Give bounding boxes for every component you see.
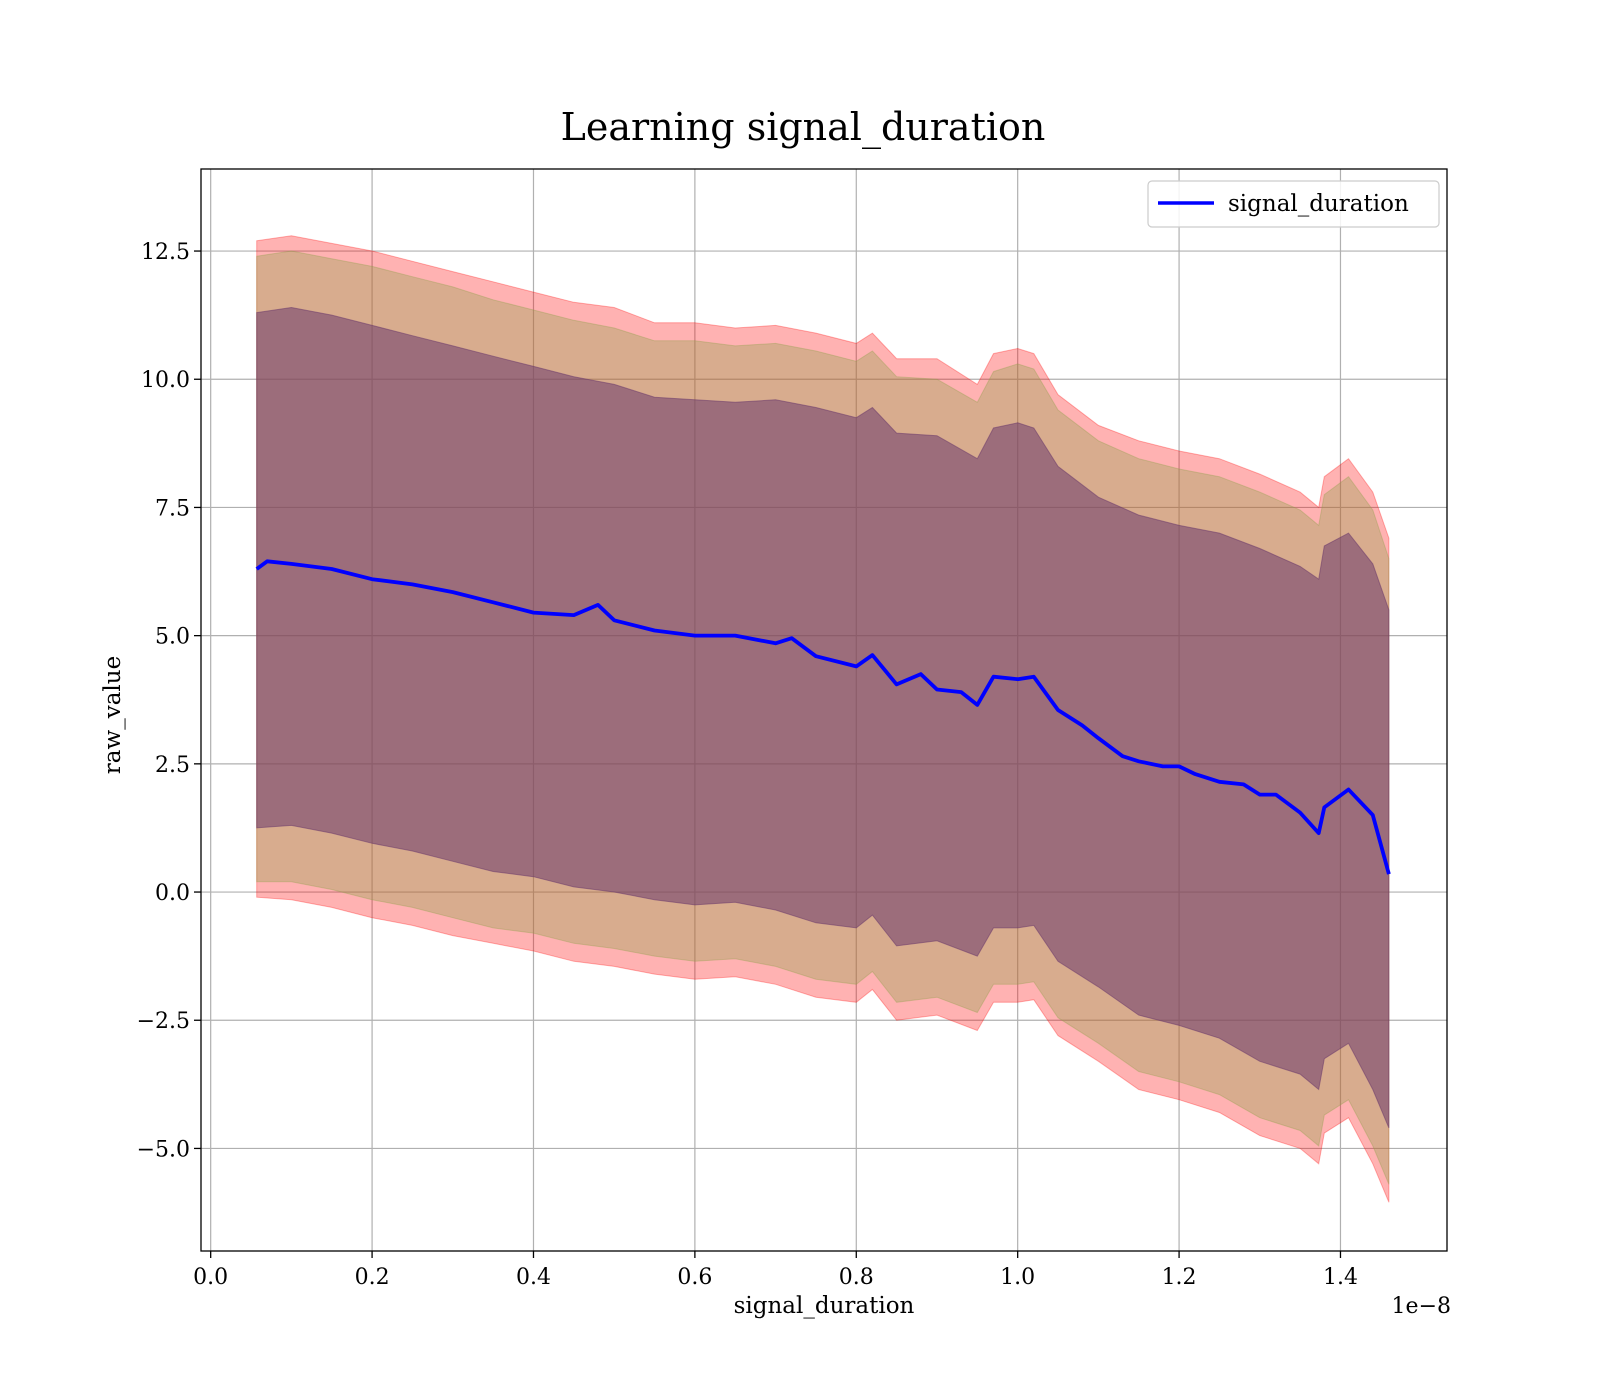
y-axis: −5.0 −2.5 0.0 2.5 5.0 7.5 10.0 12.5 bbox=[137, 240, 201, 1162]
series-lines bbox=[255, 559, 1391, 875]
x-tick-label: 1.0 bbox=[1000, 1265, 1035, 1290]
chart-title: Learning signal_duration bbox=[561, 105, 1046, 150]
legend-label-signal-duration: signal_duration bbox=[1228, 191, 1409, 217]
confidence-bands bbox=[256, 235, 1390, 1203]
x-tick-label: 0.2 bbox=[355, 1265, 390, 1290]
x-tick-label: 1.4 bbox=[1323, 1265, 1358, 1290]
y-tick-label: −2.5 bbox=[137, 1009, 190, 1034]
legend: signal_duration bbox=[1147, 180, 1440, 228]
y-tick-label: 2.5 bbox=[155, 753, 190, 778]
series-line-signal-duration bbox=[255, 559, 1391, 875]
y-tick-label: 12.5 bbox=[141, 240, 190, 265]
y-tick-label: 7.5 bbox=[155, 496, 190, 521]
plot-area bbox=[200, 168, 1448, 1252]
x-tick-label: 0.8 bbox=[839, 1265, 874, 1290]
x-axis-label: signal_duration bbox=[734, 1293, 915, 1319]
x-axis-offset-label: 1e−8 bbox=[1392, 1294, 1451, 1319]
y-tick-label: 0.0 bbox=[155, 881, 190, 906]
y-tick-label: −5.0 bbox=[137, 1137, 190, 1162]
x-tick-label: 0.0 bbox=[193, 1265, 228, 1290]
plot-frame bbox=[200, 168, 1448, 1252]
legend-box bbox=[1147, 180, 1440, 228]
y-axis-label: raw_value bbox=[100, 656, 126, 774]
x-tick-label: 0.6 bbox=[677, 1265, 712, 1290]
x-axis: 0.0 0.2 0.4 0.6 0.8 1.0 1.2 1.4 bbox=[193, 1251, 1358, 1290]
x-tick-label: 0.4 bbox=[516, 1265, 551, 1290]
x-tick-label: 1.2 bbox=[1162, 1265, 1197, 1290]
y-tick-label: 5.0 bbox=[155, 625, 190, 650]
y-tick-label: 10.0 bbox=[141, 368, 190, 393]
confidence-band-3 bbox=[256, 306, 1390, 1129]
